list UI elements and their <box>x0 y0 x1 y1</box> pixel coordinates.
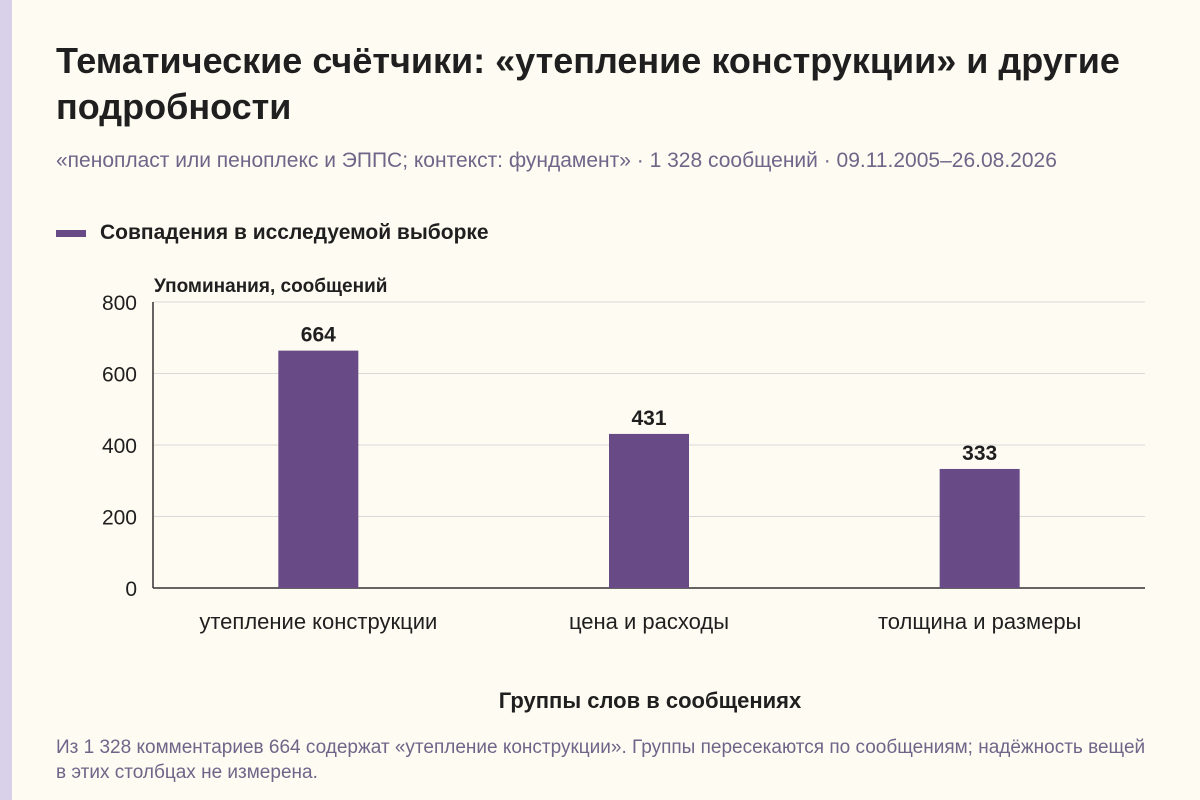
y-tick-label: 800 <box>102 292 137 315</box>
data-label: 431 <box>631 407 666 430</box>
legend-swatch <box>56 229 86 237</box>
x-tick-label: утепление конструкции <box>199 609 437 634</box>
data-label: 333 <box>962 442 997 465</box>
data-label: 664 <box>301 324 336 347</box>
y-tick-label: 0 <box>125 578 137 601</box>
x-tick-label: толщина и размеры <box>878 609 1081 634</box>
bar <box>278 350 359 588</box>
legend-label: Совпадения в исследуемой выборке <box>100 221 489 244</box>
x-tick-label: цена и расходы <box>569 609 729 634</box>
y-axis-label: Упоминания, сообщений <box>154 276 387 297</box>
y-tick-label: 600 <box>102 364 137 387</box>
y-tick-label: 200 <box>102 507 137 530</box>
x-axis-label: Группы слов в сообщениях <box>499 688 802 713</box>
chart-subtitle: «пенопласт или пеноплекс и ЭППС; контекс… <box>56 149 1057 172</box>
legend: Совпадения в исследуемой выборке <box>56 218 489 248</box>
chart-title: Тематические счётчики: «утепление констр… <box>56 40 1120 127</box>
bar <box>939 468 1020 588</box>
footnote: Из 1 328 комментариев 664 содержат «утеп… <box>56 737 1146 783</box>
bar <box>609 433 689 588</box>
y-tick-label: 400 <box>102 435 137 458</box>
accent-strip <box>0 0 12 800</box>
